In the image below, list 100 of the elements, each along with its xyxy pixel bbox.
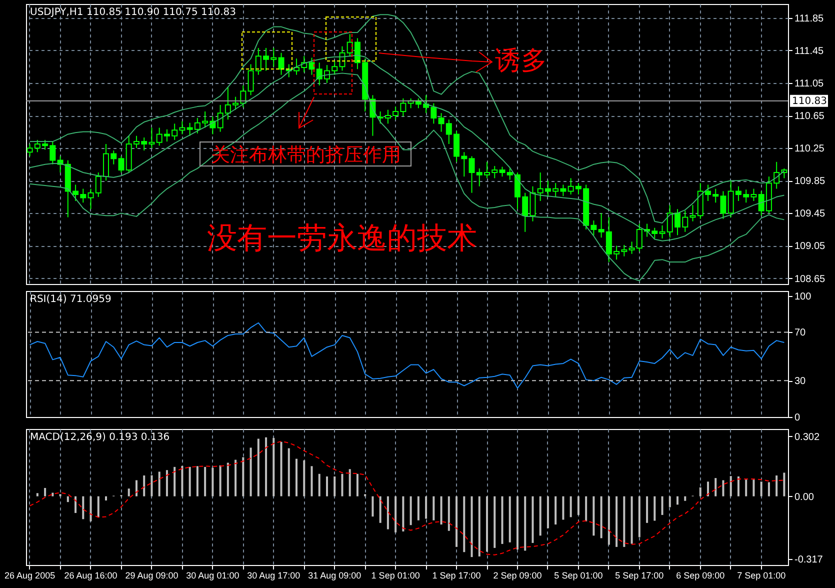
bar (36, 493, 38, 496)
bar (44, 488, 46, 496)
bar (638, 496, 640, 538)
bar (135, 480, 138, 496)
y-tick-label: 0.302 (794, 432, 820, 443)
bar (303, 460, 306, 496)
bar (539, 496, 542, 536)
bar (250, 448, 252, 496)
y-tick-label: 109.05 (794, 241, 826, 252)
bar (616, 496, 618, 547)
bar (386, 496, 389, 530)
bar (174, 466, 176, 496)
bar (608, 496, 610, 545)
bar (456, 496, 458, 547)
bar (242, 457, 244, 496)
bar (204, 466, 206, 496)
bar (212, 468, 214, 496)
bar (226, 462, 229, 496)
bar (737, 476, 740, 496)
bar (128, 488, 130, 496)
bar (196, 466, 198, 496)
bar (280, 442, 282, 496)
x-tick-label: 31 Aug 09:00 (308, 570, 362, 580)
x-tick-label: 30 Aug 17:00 (247, 570, 300, 580)
y-tick-label: 109.45 (794, 208, 826, 220)
bar (440, 496, 442, 524)
y-tick-label: 109.85 (794, 176, 826, 188)
bar (730, 476, 732, 496)
bar (326, 476, 328, 496)
x-tick-label: 30 Aug 01:00 (186, 570, 240, 580)
chart-title: MACD(12,26,9) 0.193 0.136 (30, 432, 170, 443)
bar (432, 496, 435, 520)
annotation: 关注布林带的挤压作用 (211, 144, 401, 166)
bar (341, 474, 344, 496)
bar (90, 496, 92, 522)
bar (668, 496, 671, 508)
bar (265, 437, 268, 496)
bar (334, 476, 336, 496)
x-tick-label: 6 Sep 09:00 (676, 570, 725, 580)
bar (310, 466, 313, 496)
line-series (29, 440, 785, 556)
bar (524, 496, 526, 551)
bar (188, 466, 191, 496)
bar (562, 496, 564, 520)
bar (714, 478, 717, 496)
y-tick-label: 30 (794, 376, 806, 388)
bar (508, 496, 511, 542)
bar (706, 482, 709, 496)
y-tick-label: 0 (794, 412, 800, 424)
bar (470, 496, 473, 558)
bar (532, 496, 534, 543)
bar (494, 496, 496, 548)
bar (783, 472, 786, 496)
y-tick-label: 110.25 (794, 144, 825, 155)
bar (288, 448, 290, 496)
y-tick-label: 111.05 (794, 78, 824, 90)
bar (630, 496, 633, 544)
bar (646, 496, 648, 523)
bar (348, 469, 351, 496)
bar (577, 496, 580, 515)
bar (356, 474, 358, 496)
bar (684, 496, 686, 501)
bar (234, 460, 237, 496)
bar (661, 496, 664, 515)
bar (417, 496, 420, 520)
annotation: 诱多 (495, 46, 547, 76)
bar (570, 496, 572, 518)
bar (257, 438, 260, 496)
bar (52, 492, 54, 496)
y-tick-label: 70 (794, 328, 806, 339)
bar (745, 480, 748, 496)
bar (402, 496, 404, 532)
bar (768, 482, 770, 496)
x-tick-label: 7 Sep 01:00 (737, 570, 786, 580)
bar (676, 496, 679, 505)
bar (372, 496, 374, 517)
x-tick-label: 2 Sep 09:00 (493, 570, 542, 580)
bar (478, 496, 480, 556)
x-tick-label: 1 Sep 17:00 (432, 570, 481, 580)
bar (654, 496, 656, 521)
bar (394, 496, 397, 532)
x-tick-label: 5 Sep 17:00 (615, 570, 664, 580)
bar (143, 475, 146, 496)
candlestick (278, 52, 284, 76)
bar (425, 496, 428, 519)
bar (97, 496, 100, 518)
bar (158, 472, 160, 496)
bar (554, 496, 557, 524)
x-tick-label: 29 Aug 09:00 (125, 570, 178, 580)
bar (722, 480, 724, 496)
bar (752, 480, 755, 496)
bar (105, 496, 108, 500)
bar (272, 438, 275, 496)
x-tick-label: 26 Aug 2005 (4, 570, 56, 580)
bar (776, 475, 778, 496)
bar (486, 496, 488, 552)
annotation: 没有一劳永逸的技术 (207, 221, 477, 256)
bar (546, 496, 549, 528)
line-series (29, 322, 785, 389)
chart-title: USDJPY,H1 110.85 110.90 110.75 110.83 (30, 7, 236, 18)
